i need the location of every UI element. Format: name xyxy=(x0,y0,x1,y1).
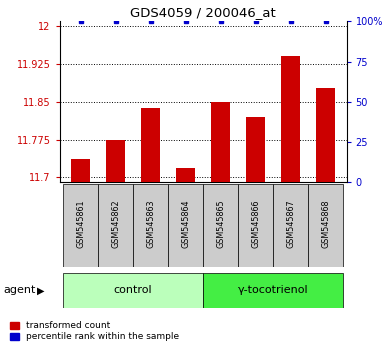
Bar xyxy=(71,159,90,182)
Text: γ-tocotrienol: γ-tocotrienol xyxy=(238,285,308,295)
Bar xyxy=(316,88,335,182)
Text: GSM545864: GSM545864 xyxy=(181,200,190,248)
FancyBboxPatch shape xyxy=(98,184,133,267)
Text: agent: agent xyxy=(4,285,36,295)
Text: GSM545861: GSM545861 xyxy=(76,200,85,248)
Bar xyxy=(246,117,265,182)
FancyBboxPatch shape xyxy=(238,184,273,267)
Bar xyxy=(281,57,300,182)
Text: GSM545866: GSM545866 xyxy=(251,200,260,248)
Bar xyxy=(106,139,125,182)
FancyBboxPatch shape xyxy=(63,273,203,308)
FancyBboxPatch shape xyxy=(308,184,343,267)
Text: GSM545868: GSM545868 xyxy=(321,200,330,248)
FancyBboxPatch shape xyxy=(168,184,203,267)
Legend: transformed count, percentile rank within the sample: transformed count, percentile rank withi… xyxy=(8,320,181,343)
Text: control: control xyxy=(114,285,152,295)
Bar xyxy=(176,168,195,182)
Title: GDS4059 / 200046_at: GDS4059 / 200046_at xyxy=(130,6,276,19)
FancyBboxPatch shape xyxy=(203,184,238,267)
FancyBboxPatch shape xyxy=(63,184,98,267)
FancyBboxPatch shape xyxy=(273,184,308,267)
Text: ▶: ▶ xyxy=(37,285,44,295)
Text: GSM545862: GSM545862 xyxy=(111,200,120,248)
Text: GSM545863: GSM545863 xyxy=(146,200,155,248)
FancyBboxPatch shape xyxy=(203,273,343,308)
Bar xyxy=(141,108,160,182)
FancyBboxPatch shape xyxy=(133,184,168,267)
Text: GSM545865: GSM545865 xyxy=(216,200,225,248)
Text: GSM545867: GSM545867 xyxy=(286,200,295,248)
Bar xyxy=(211,102,230,182)
